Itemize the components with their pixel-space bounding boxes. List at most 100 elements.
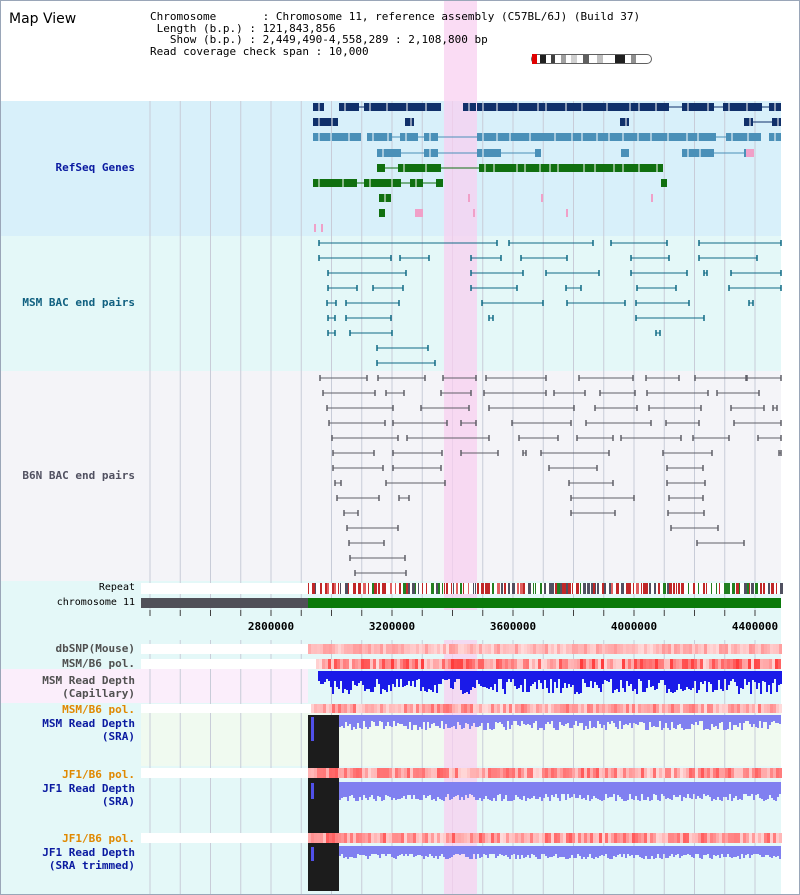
depth-bar — [710, 671, 712, 684]
repeat-mark — [572, 583, 573, 594]
heat-cell — [416, 768, 419, 778]
heat-cell — [316, 659, 319, 669]
depth-bar — [639, 782, 641, 801]
depth-bar — [531, 846, 533, 854]
depth-bar — [739, 715, 741, 723]
heat-cell — [365, 644, 368, 654]
heat-cell — [779, 833, 782, 843]
depth-bar — [711, 715, 713, 724]
depth-bar — [691, 715, 693, 724]
depth-bar — [451, 846, 453, 857]
heat-cell — [392, 644, 395, 654]
info-key-length: Length (b.p.) — [156, 21, 243, 35]
depth-bar — [753, 715, 755, 724]
heat-cell — [335, 833, 338, 843]
heat-cell — [659, 644, 662, 654]
heat-cell — [701, 768, 704, 778]
depth-bar — [645, 846, 647, 856]
heat-cell — [494, 704, 497, 713]
repeat-mark — [683, 583, 684, 594]
heat-cell — [508, 659, 511, 669]
depth-bar — [585, 846, 587, 859]
heat-cell — [425, 704, 428, 713]
depth-bar — [757, 715, 759, 728]
depth-bar — [705, 846, 707, 855]
depth-bar — [373, 846, 375, 854]
heat-cell — [362, 768, 365, 778]
heat-cell — [662, 833, 665, 843]
heat-cell — [620, 833, 623, 843]
heat-cell — [517, 659, 520, 669]
heat-cell — [311, 704, 314, 713]
depth-bar — [737, 715, 739, 727]
heat-cell — [632, 768, 635, 778]
depth-bar — [707, 782, 709, 795]
depth-bar — [605, 782, 607, 794]
depth-bar — [655, 782, 657, 795]
depth-bar — [575, 782, 577, 798]
heat-cell — [565, 659, 568, 669]
depth-bar — [615, 715, 617, 727]
heat-cell — [764, 644, 767, 654]
repeat-mark — [719, 583, 720, 594]
heat-cell — [722, 644, 725, 654]
heat-cell — [769, 659, 772, 669]
heat-cell — [497, 833, 500, 843]
repeat-mark — [508, 583, 510, 594]
depth-bar — [415, 782, 417, 799]
heat-cell — [553, 659, 556, 669]
depth-bar — [461, 846, 463, 854]
depth-bar — [741, 846, 743, 854]
heat-cell — [599, 704, 602, 713]
heat-cell — [514, 659, 517, 669]
heat-cell — [773, 768, 776, 778]
repeat-mark — [576, 583, 579, 594]
heat-cell — [605, 768, 608, 778]
depth-bar — [449, 715, 451, 728]
heat-cell — [470, 768, 473, 778]
depth-bar — [527, 846, 529, 855]
heat-cell — [653, 644, 656, 654]
depth-bar — [381, 846, 383, 854]
depth-bar — [677, 846, 679, 854]
heat-cell — [554, 768, 557, 778]
repeat-mark — [771, 583, 774, 594]
repeat-mark — [628, 583, 631, 594]
depth-bar — [515, 782, 517, 795]
depth-bar — [564, 671, 566, 683]
heat-cell — [466, 659, 469, 669]
depth-bar — [499, 782, 501, 794]
heat-cell — [356, 768, 359, 778]
repeat-mark — [591, 583, 593, 594]
depth-bar — [479, 715, 481, 726]
heat-cell — [419, 704, 422, 713]
depth-bar — [499, 715, 501, 722]
heat-cell — [725, 644, 728, 654]
depth-bar — [745, 715, 747, 721]
heat-cell — [638, 644, 641, 654]
header-bg — [1, 1, 799, 101]
heat-cell — [431, 833, 434, 843]
heat-cell — [641, 833, 644, 843]
heat-cell — [710, 833, 713, 843]
depth-bar — [765, 846, 767, 855]
depth-bar — [778, 671, 780, 685]
heat-cell — [727, 659, 730, 669]
heat-cell — [341, 644, 344, 654]
depth-bar — [552, 671, 554, 693]
depth-bar — [627, 846, 629, 854]
depth-bar — [311, 847, 314, 861]
depth-bar — [332, 671, 334, 694]
depth-bar — [471, 782, 473, 795]
depth-bar — [635, 782, 637, 796]
depth-bar — [447, 782, 449, 794]
heat-cell — [442, 659, 445, 669]
chromosome-ideogram[interactable] — [531, 53, 653, 65]
heat-cell — [713, 704, 716, 713]
depth-bar — [525, 782, 527, 801]
depth-bar — [585, 715, 587, 726]
depth-bar — [749, 846, 751, 858]
depth-bar — [461, 782, 463, 797]
heat-cell — [722, 768, 725, 778]
